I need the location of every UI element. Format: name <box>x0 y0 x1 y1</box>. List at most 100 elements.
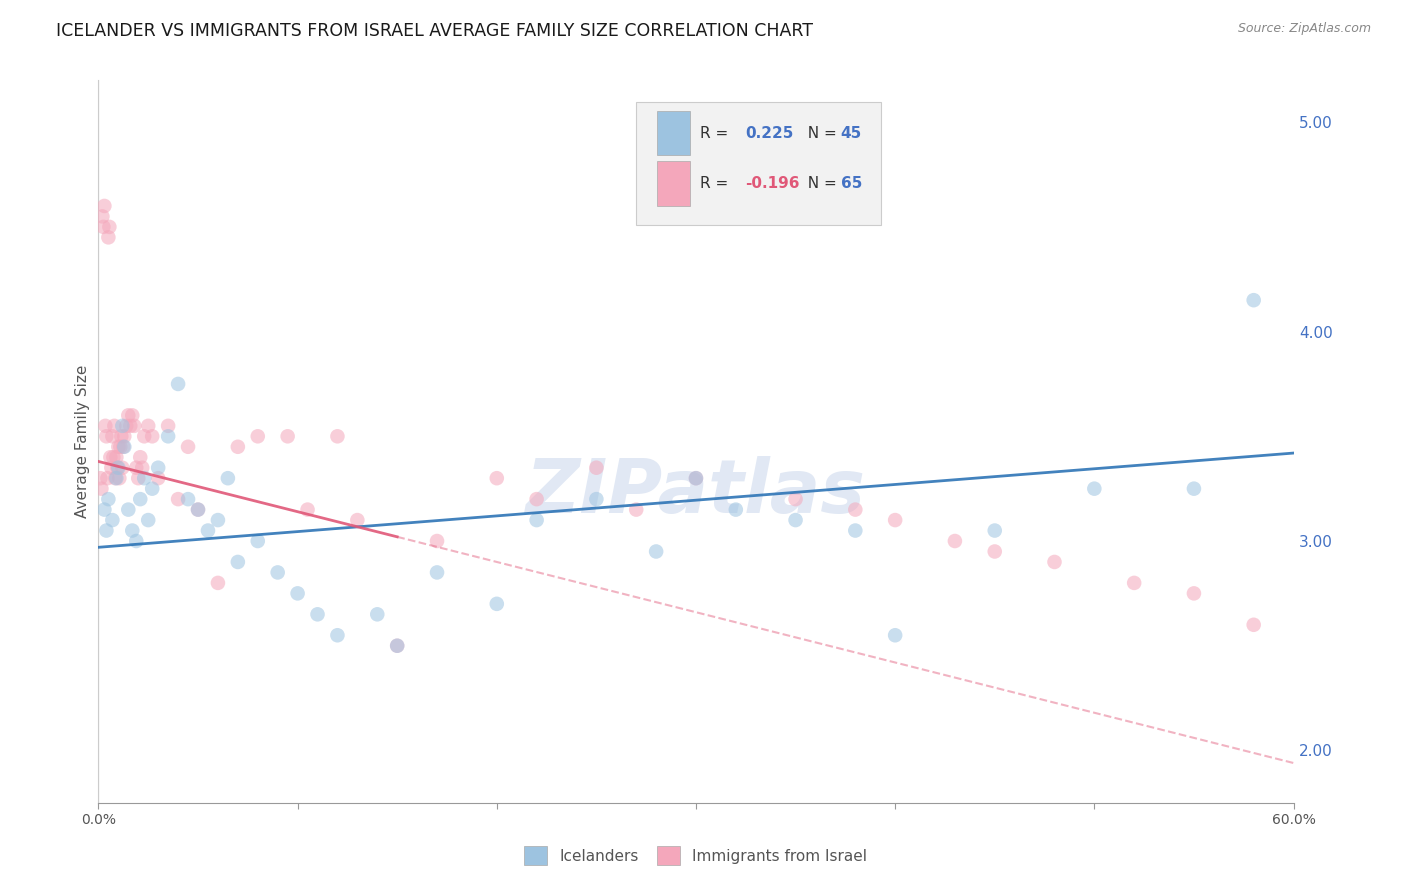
Point <box>177 440 200 454</box>
Point <box>785 492 807 507</box>
Point <box>226 555 249 569</box>
Point <box>136 513 159 527</box>
Point <box>1243 617 1265 632</box>
FancyBboxPatch shape <box>657 111 690 155</box>
Point <box>90 482 112 496</box>
Point <box>94 418 117 433</box>
Point <box>246 534 269 549</box>
Point <box>346 513 368 527</box>
Point <box>111 460 134 475</box>
Point <box>93 502 115 516</box>
Point <box>307 607 329 622</box>
Point <box>426 534 449 549</box>
Point <box>1083 482 1105 496</box>
Point <box>1182 482 1205 496</box>
Point <box>1243 293 1265 308</box>
Point <box>177 492 200 507</box>
Point <box>157 418 180 433</box>
Point <box>197 524 219 538</box>
Point <box>127 471 149 485</box>
Text: R =: R = <box>700 176 738 191</box>
Point <box>844 502 866 516</box>
Point <box>207 513 229 527</box>
Point <box>385 639 409 653</box>
Point <box>93 219 115 234</box>
Point <box>117 502 139 516</box>
Legend: Icelanders, Immigrants from Israel: Icelanders, Immigrants from Israel <box>519 840 873 871</box>
Point <box>101 429 124 443</box>
Text: 65: 65 <box>841 176 862 191</box>
Point <box>217 471 239 485</box>
Point <box>645 544 668 558</box>
Point <box>1123 575 1146 590</box>
Point <box>93 199 115 213</box>
Point <box>187 502 209 516</box>
Point <box>141 482 163 496</box>
Point <box>297 502 319 516</box>
Point <box>426 566 449 580</box>
Point <box>104 471 127 485</box>
Point <box>112 440 135 454</box>
Point <box>129 450 152 465</box>
Point <box>110 440 132 454</box>
Point <box>267 566 290 580</box>
Point <box>96 429 118 443</box>
Point <box>96 524 118 538</box>
Point <box>105 471 128 485</box>
Point <box>148 471 170 485</box>
Point <box>125 534 148 549</box>
Point <box>121 524 143 538</box>
Point <box>96 471 118 485</box>
Point <box>246 429 269 443</box>
Point <box>112 429 135 443</box>
Point <box>685 471 707 485</box>
Point <box>100 460 122 475</box>
Point <box>385 639 409 653</box>
Text: N =: N = <box>797 126 841 141</box>
Point <box>103 450 125 465</box>
Point <box>108 471 131 485</box>
Text: ICELANDER VS IMMIGRANTS FROM ISRAEL AVERAGE FAMILY SIZE CORRELATION CHART: ICELANDER VS IMMIGRANTS FROM ISRAEL AVER… <box>56 22 813 40</box>
Point <box>111 418 134 433</box>
Point <box>1043 555 1066 569</box>
Point <box>326 429 349 443</box>
Point <box>526 492 548 507</box>
Point <box>97 492 120 507</box>
Point <box>585 492 607 507</box>
Point <box>98 219 121 234</box>
Point <box>91 210 114 224</box>
Point <box>131 460 153 475</box>
Point <box>724 502 747 516</box>
Point <box>97 230 120 244</box>
Point <box>526 513 548 527</box>
FancyBboxPatch shape <box>637 102 882 225</box>
Point <box>134 471 156 485</box>
Point <box>136 418 159 433</box>
Point <box>207 575 229 590</box>
Point <box>103 418 125 433</box>
Point <box>107 440 129 454</box>
Point <box>121 409 143 423</box>
Point <box>117 409 139 423</box>
Point <box>98 450 122 465</box>
Point <box>844 524 866 538</box>
Point <box>226 440 249 454</box>
Point <box>110 429 132 443</box>
Text: 45: 45 <box>841 126 862 141</box>
Point <box>277 429 299 443</box>
Point <box>626 502 648 516</box>
Text: R =: R = <box>700 126 738 141</box>
Point <box>148 460 170 475</box>
Point <box>884 628 907 642</box>
Point <box>287 586 309 600</box>
Point <box>89 471 111 485</box>
Point <box>984 544 1007 558</box>
Point <box>167 376 190 391</box>
Text: 0.225: 0.225 <box>745 126 793 141</box>
Point <box>141 429 163 443</box>
Point <box>101 513 124 527</box>
Point <box>485 471 508 485</box>
Point <box>685 471 707 485</box>
Point <box>125 460 148 475</box>
Point <box>884 513 907 527</box>
